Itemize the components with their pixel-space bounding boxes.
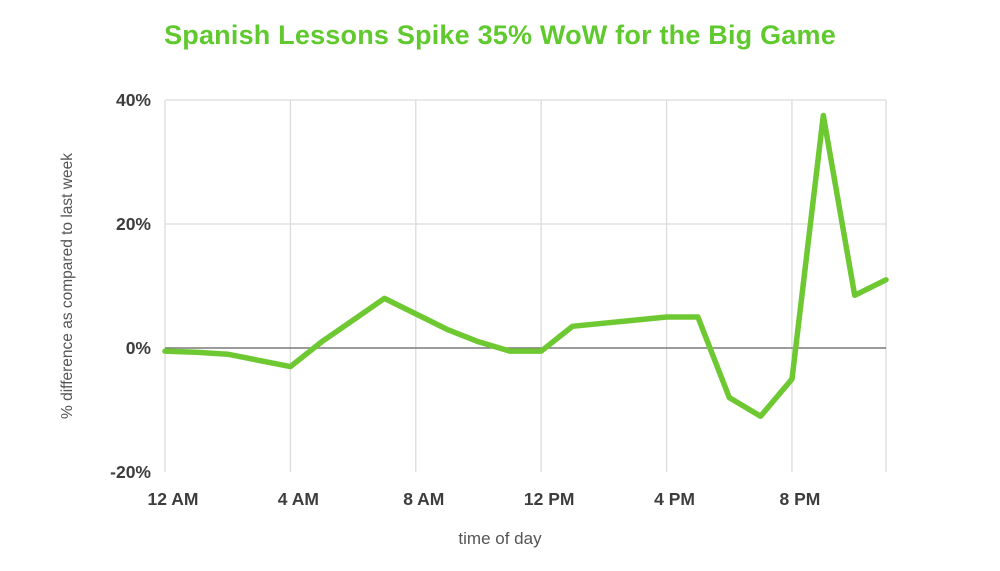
x-tick-label: 12 AM [148, 489, 199, 509]
x-tick-label: 8 PM [780, 489, 821, 509]
x-tick-label: 12 PM [524, 489, 575, 509]
y-tick-label: 0% [126, 338, 152, 358]
chart-title: Spanish Lessons Spike 35% WoW for the Bi… [164, 20, 836, 50]
x-tick-label: 4 PM [654, 489, 695, 509]
x-axis-label: time of day [458, 529, 542, 548]
y-tick-label: -20% [110, 462, 151, 482]
y-axis-label: % difference as compared to last week [59, 153, 76, 419]
y-tick-label: 20% [116, 214, 151, 234]
y-tick-label: 40% [116, 90, 151, 110]
series-line [162, 112, 889, 419]
x-tick-label: 4 AM [278, 489, 319, 509]
x-tick-label: 8 AM [403, 489, 444, 509]
